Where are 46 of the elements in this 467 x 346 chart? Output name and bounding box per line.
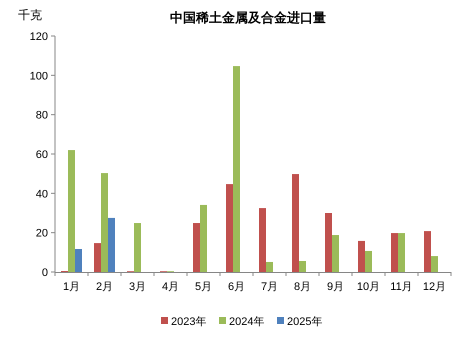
- x-tick-label: 10月: [356, 281, 380, 293]
- x-tick-label: 8月: [294, 281, 312, 293]
- x-tick-label: 11月: [390, 281, 413, 293]
- bar: [358, 240, 365, 272]
- bar: [134, 223, 141, 272]
- bar: [233, 66, 240, 272]
- y-tick-label: 0: [42, 267, 48, 279]
- legend-label: 2024年: [229, 316, 264, 328]
- y-tick-label: 100: [30, 70, 48, 82]
- y-tick-label: 60: [36, 149, 48, 161]
- y-tick-label: 20: [36, 228, 48, 240]
- bar: [108, 218, 115, 272]
- x-tick-label: 3月: [128, 281, 146, 293]
- ylabel: 千克: [18, 8, 42, 22]
- bar: [325, 213, 332, 272]
- title: 中国稀土金属及合金进口量: [170, 10, 326, 25]
- legend-label: 2025年: [287, 316, 322, 328]
- x-tick-label: 4月: [162, 281, 180, 293]
- bar: [75, 248, 82, 272]
- bar: [266, 262, 273, 272]
- x-tick-label: 2月: [96, 281, 114, 293]
- bar: [226, 184, 233, 272]
- x-tick-label: 6月: [228, 281, 246, 293]
- bar: [431, 256, 438, 272]
- bar: [365, 250, 372, 272]
- bar: [391, 233, 398, 272]
- y-tick-label: 80: [36, 110, 48, 122]
- bar: [200, 204, 207, 272]
- y-tick-label: 40: [36, 188, 48, 200]
- legend-label: 2023年: [171, 316, 206, 328]
- x-tick-label: 1月: [62, 281, 80, 293]
- y-tick-label: 120: [30, 31, 48, 43]
- bar: [68, 150, 75, 272]
- x-tick-label: 12月: [422, 281, 446, 293]
- x-tick-label: 9月: [326, 281, 344, 293]
- bar: [299, 260, 306, 272]
- x-tick-label: 7月: [260, 281, 278, 293]
- bar: [259, 208, 266, 272]
- bar: [332, 235, 339, 272]
- bar: [398, 233, 405, 272]
- bar: [193, 223, 200, 272]
- bar: [292, 174, 299, 272]
- bar: [101, 173, 108, 272]
- x-tick-label: 5月: [194, 281, 212, 293]
- bar: [424, 231, 431, 272]
- bar: [94, 243, 101, 272]
